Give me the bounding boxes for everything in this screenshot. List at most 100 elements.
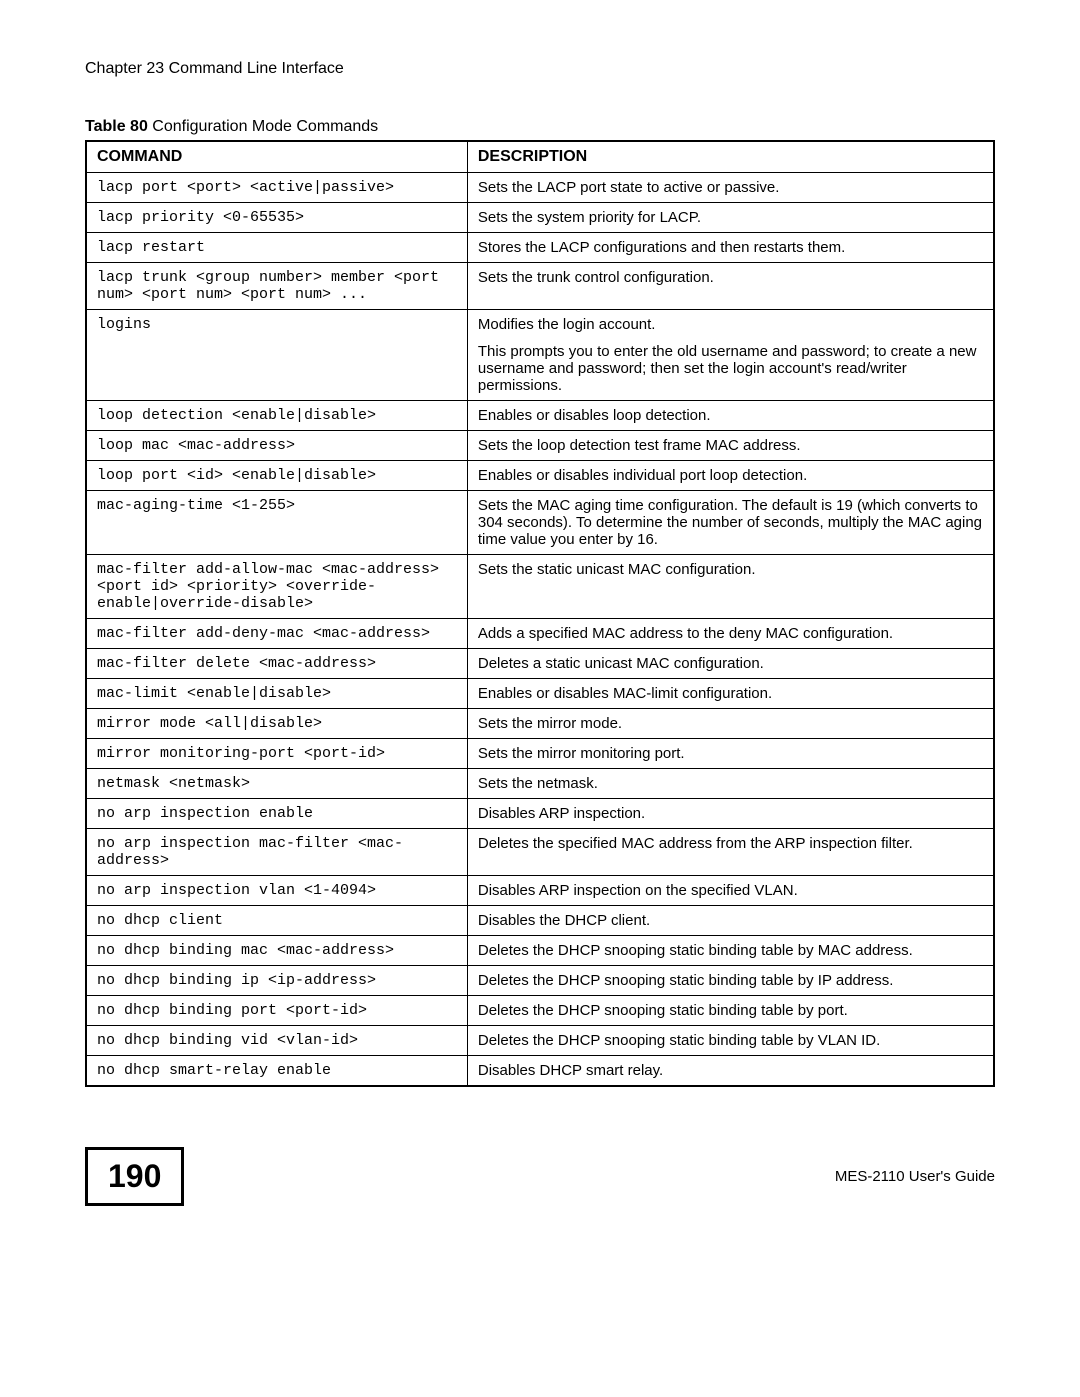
- table-row: lacp trunk <group number> member <port n…: [86, 263, 994, 310]
- commands-table: Command Description lacp port <port> <ac…: [85, 140, 995, 1087]
- table-row: no dhcp binding vid <vlan-id>Deletes the…: [86, 1026, 994, 1056]
- table-row: logins Modifies the login account. This pr…: [86, 310, 994, 401]
- description-paragraph: Disables ARP inspection on the specified…: [478, 882, 983, 899]
- header-description: Description: [467, 141, 994, 173]
- description-paragraph: Adds a specified MAC address to the deny…: [478, 625, 983, 642]
- table-row: no dhcp binding ip <ip-address> Deletes t…: [86, 966, 994, 996]
- description-paragraph: Sets the netmask.: [478, 775, 983, 792]
- description-paragraph: Sets the static unicast MAC configuratio…: [478, 561, 983, 578]
- table-row: mac-aging-time <1-255>Sets the MAC aging…: [86, 491, 994, 555]
- command-cell: no dhcp binding mac <mac-address>: [86, 936, 467, 966]
- command-cell: logins: [86, 310, 467, 401]
- description-cell: Enables or disables MAC-limit configurat…: [467, 679, 994, 709]
- description-cell: Deletes the DHCP snooping static binding…: [467, 936, 994, 966]
- command-cell: no dhcp client: [86, 906, 467, 936]
- description-paragraph: Sets the trunk control configuration.: [478, 269, 983, 286]
- description-paragraph: Deletes a static unicast MAC configurati…: [478, 655, 983, 672]
- description-cell: Stores the LACP configurations and then …: [467, 233, 994, 263]
- command-cell: mac-filter add-deny-mac <mac-address>: [86, 619, 467, 649]
- table-row: no dhcp smart-relay enable Disables DHCP …: [86, 1056, 994, 1087]
- header-command: Command: [86, 141, 467, 173]
- description-paragraph: Sets the mirror mode.: [478, 715, 983, 732]
- page-footer: 190 MES-2110 User's Guide: [85, 1147, 995, 1206]
- footer-guide-name: MES-2110 User's Guide: [835, 1168, 995, 1185]
- description-cell: Adds a specified MAC address to the deny…: [467, 619, 994, 649]
- description-cell: Modifies the login account. This prompts …: [467, 310, 994, 401]
- description-paragraph: Sets the LACP port state to active or pa…: [478, 179, 983, 196]
- description-paragraph: Sets the MAC aging time configuration. T…: [478, 497, 983, 548]
- description-paragraph: Sets the mirror monitoring port.: [478, 745, 983, 762]
- page-number: 190: [85, 1147, 184, 1206]
- table-row: loop port <id> <enable|disable> Enables o…: [86, 461, 994, 491]
- command-cell: no arp inspection vlan <1-4094>: [86, 876, 467, 906]
- command-cell: lacp port <port> <active|passive>: [86, 173, 467, 203]
- table-row: mac-filter add-allow-mac <mac-address> <…: [86, 555, 994, 619]
- description-cell: Sets the netmask.: [467, 769, 994, 799]
- command-cell: loop port <id> <enable|disable>: [86, 461, 467, 491]
- command-cell: mirror mode <all|disable>: [86, 709, 467, 739]
- description-paragraph: Sets the system priority for LACP.: [478, 209, 983, 226]
- command-cell: lacp restart: [86, 233, 467, 263]
- description-cell: Enables or disables individual port loop…: [467, 461, 994, 491]
- description-cell: Disables the DHCP client.: [467, 906, 994, 936]
- table-row: mac-filter delete <mac-address> Deletes a…: [86, 649, 994, 679]
- description-paragraph: Modifies the login account.: [478, 316, 983, 333]
- table-row: netmask <netmask> Sets the netmask.: [86, 769, 994, 799]
- description-cell: Deletes the DHCP snooping static binding…: [467, 996, 994, 1026]
- description-paragraph: Deletes the DHCP snooping static binding…: [478, 1002, 983, 1019]
- description-cell: Disables ARP inspection on the specified…: [467, 876, 994, 906]
- description-paragraph: Deletes the DHCP snooping static binding…: [478, 942, 983, 959]
- table-row: mirror monitoring-port <port-id> Sets the…: [86, 739, 994, 769]
- description-paragraph: Enables or disables loop detection.: [478, 407, 983, 424]
- description-cell: Sets the trunk control configuration.: [467, 263, 994, 310]
- table-row: no arp inspection mac-filter <mac-addres…: [86, 829, 994, 876]
- table-row: loop detection <enable|disable> Enables o…: [86, 401, 994, 431]
- description-paragraph: Enables or disables individual port loop…: [478, 467, 983, 484]
- description-paragraph: Deletes the DHCP snooping static binding…: [478, 1032, 983, 1049]
- description-cell: Sets the static unicast MAC configuratio…: [467, 555, 994, 619]
- table-row: loop mac <mac-address>Sets the loop dete…: [86, 431, 994, 461]
- command-cell: lacp trunk <group number> member <port n…: [86, 263, 467, 310]
- chapter-header: Chapter 23 Command Line Interface: [85, 60, 995, 78]
- description-paragraph: Disables ARP inspection.: [478, 805, 983, 822]
- table-body: lacp port <port> <active|passive> Sets th…: [86, 173, 994, 1087]
- command-cell: no arp inspection mac-filter <mac-addres…: [86, 829, 467, 876]
- table-caption-title: Configuration Mode Commands: [148, 118, 378, 135]
- table-row: lacp port <port> <active|passive> Sets th…: [86, 173, 994, 203]
- table-row: mac-limit <enable|disable> Enables or dis…: [86, 679, 994, 709]
- command-cell: no dhcp binding port <port-id>: [86, 996, 467, 1026]
- table-row: no dhcp binding port <port-id> Deletes th…: [86, 996, 994, 1026]
- description-paragraph: Deletes the DHCP snooping static binding…: [478, 972, 983, 989]
- table-caption-number: Table 80: [85, 118, 148, 135]
- command-cell: mac-limit <enable|disable>: [86, 679, 467, 709]
- table-caption: Table 80 Configuration Mode Commands: [85, 118, 995, 136]
- table-row: mirror mode <all|disable> Sets the mirror…: [86, 709, 994, 739]
- description-paragraph: This prompts you to enter the old userna…: [478, 343, 983, 394]
- description-paragraph: Deletes the specified MAC address from t…: [478, 835, 983, 852]
- table-row: lacp restartStores the LACP configuratio…: [86, 233, 994, 263]
- command-cell: no dhcp binding ip <ip-address>: [86, 966, 467, 996]
- description-cell: Disables DHCP smart relay.: [467, 1056, 994, 1087]
- command-cell: no dhcp smart-relay enable: [86, 1056, 467, 1087]
- table-row: no arp inspection enableDisables ARP ins…: [86, 799, 994, 829]
- description-cell: Enables or disables loop detection.: [467, 401, 994, 431]
- table-row: no dhcp binding mac <mac-address> Deletes…: [86, 936, 994, 966]
- table-header-row: Command Description: [86, 141, 994, 173]
- description-paragraph: Disables the DHCP client.: [478, 912, 983, 929]
- description-paragraph: Sets the loop detection test frame MAC a…: [478, 437, 983, 454]
- command-cell: loop detection <enable|disable>: [86, 401, 467, 431]
- command-cell: netmask <netmask>: [86, 769, 467, 799]
- description-cell: Deletes the specified MAC address from t…: [467, 829, 994, 876]
- command-cell: lacp priority <0-65535>: [86, 203, 467, 233]
- description-cell: Disables ARP inspection.: [467, 799, 994, 829]
- description-cell: Sets the system priority for LACP.: [467, 203, 994, 233]
- description-paragraph: Enables or disables MAC-limit configurat…: [478, 685, 983, 702]
- description-cell: Sets the MAC aging time configuration. T…: [467, 491, 994, 555]
- table-row: no dhcp client Disables the DHCP client.: [86, 906, 994, 936]
- description-cell: Sets the mirror monitoring port.: [467, 739, 994, 769]
- page-container: Chapter 23 Command Line Interface Table …: [0, 0, 1080, 1246]
- description-cell: Deletes the DHCP snooping static binding…: [467, 966, 994, 996]
- command-cell: mac-filter delete <mac-address>: [86, 649, 467, 679]
- description-paragraph: Disables DHCP smart relay.: [478, 1062, 983, 1079]
- command-cell: mirror monitoring-port <port-id>: [86, 739, 467, 769]
